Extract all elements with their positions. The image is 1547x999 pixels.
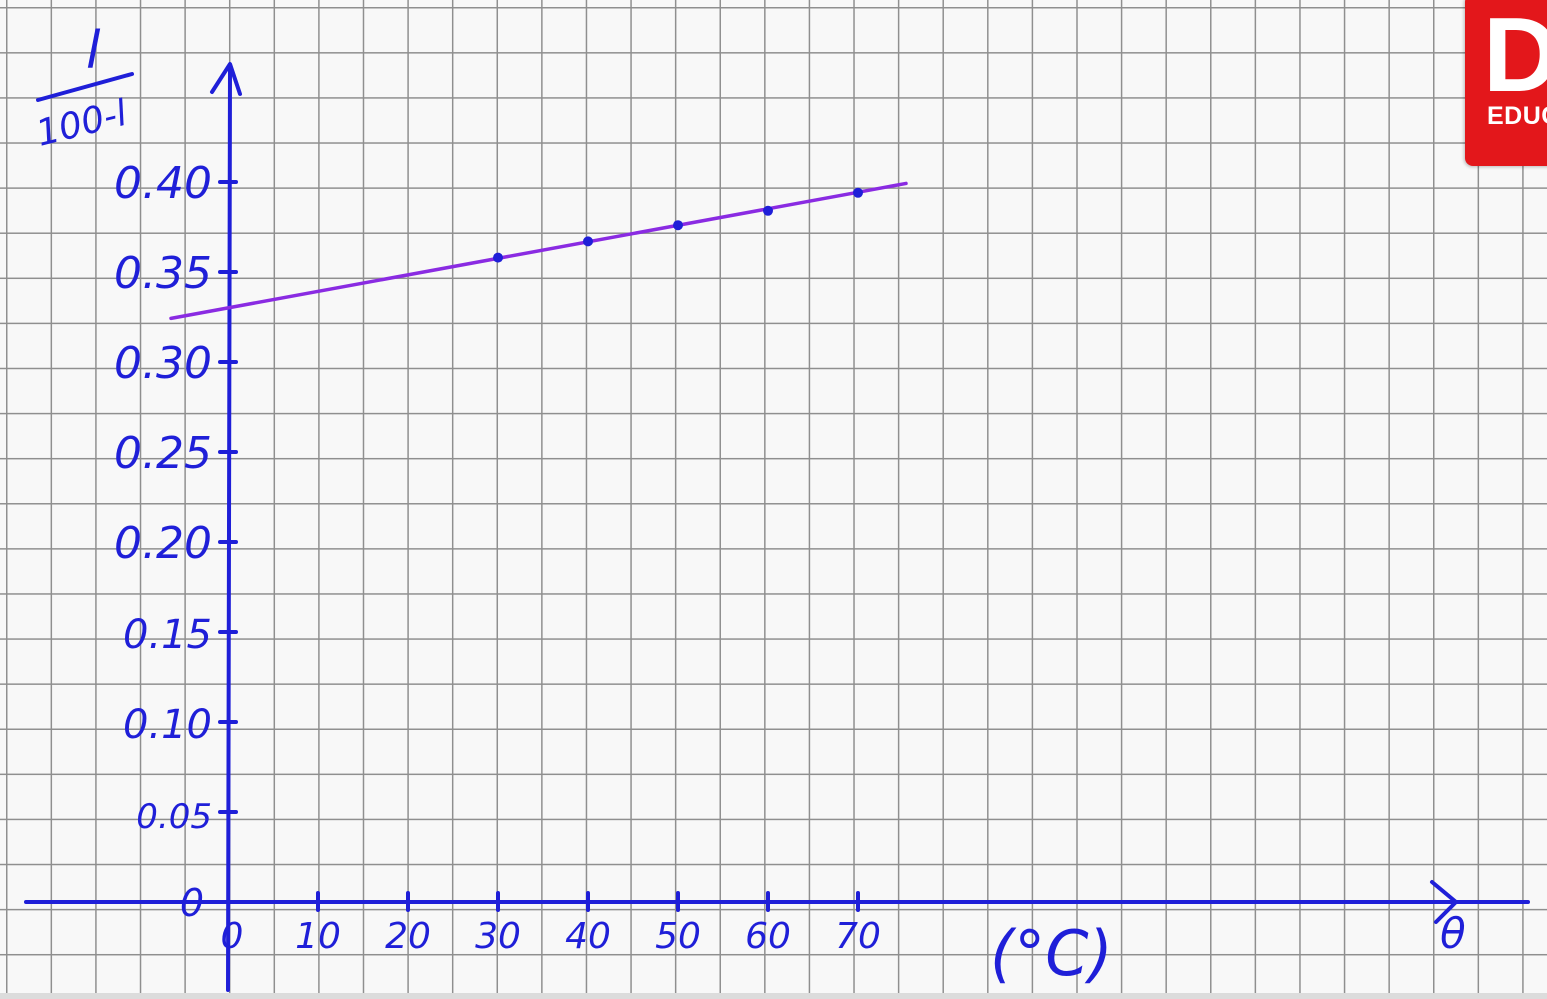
x-tick-label-30: 30 bbox=[475, 916, 521, 957]
x-axis-unit: (°C) bbox=[990, 917, 1113, 990]
y-axis-label-denominator: 100-l bbox=[32, 93, 131, 155]
y-tick-label-0.10: 0.10 bbox=[123, 702, 212, 748]
x-tick-label-50: 50 bbox=[655, 916, 701, 957]
data-points bbox=[493, 187, 863, 263]
logo-letter: D bbox=[1483, 0, 1547, 114]
y-axis-label-fraction-bar bbox=[36, 72, 134, 102]
y-tick-label-0.20: 0.20 bbox=[114, 518, 212, 569]
x-tick-label-10: 10 bbox=[295, 916, 341, 957]
x-axis-arrowhead bbox=[1430, 880, 1458, 924]
y-tick-label-0.05: 0.05 bbox=[136, 797, 212, 837]
axes bbox=[24, 62, 1530, 992]
brand-logo: D EDUC bbox=[1465, 0, 1547, 166]
y-axis-label-numerator: l bbox=[86, 21, 101, 81]
data-point-60 bbox=[763, 205, 773, 216]
data-point-30 bbox=[493, 252, 503, 263]
tick-marks bbox=[218, 180, 860, 912]
y-axis-arrowhead bbox=[210, 62, 242, 96]
logo-text: EDUC bbox=[1487, 102, 1547, 130]
best-fit-line-group bbox=[169, 181, 908, 321]
bottom-edge bbox=[0, 993, 1547, 999]
data-point-70 bbox=[853, 187, 863, 198]
x-tick-label-40: 40 bbox=[565, 916, 611, 957]
x-axis-label: θ bbox=[1440, 909, 1466, 958]
y-tick-label-0.15: 0.15 bbox=[123, 612, 212, 658]
y-tick-label-0: 0 bbox=[180, 881, 204, 925]
x-tick-label-0: 0 bbox=[221, 916, 244, 957]
data-point-50 bbox=[673, 220, 683, 231]
x-tick-label-20: 20 bbox=[385, 916, 431, 957]
y-tick-label-0.35: 0.35 bbox=[114, 248, 212, 299]
y-tick-label-0.25: 0.25 bbox=[114, 428, 212, 479]
x-tick-label-60: 60 bbox=[745, 916, 791, 957]
best-fit-line bbox=[169, 181, 908, 321]
data-point-40 bbox=[583, 236, 593, 247]
x-tick-label-70: 70 bbox=[835, 916, 881, 957]
tick-labels: 0 10 20 30 40 50 60 70 0 0.05 0.10 0.15 0.20 0.25 0.30… bbox=[114, 158, 881, 957]
y-axis-line bbox=[226, 66, 232, 992]
y-tick-label-0.30: 0.30 bbox=[114, 338, 212, 389]
y-tick-label-0.40: 0.40 bbox=[114, 158, 212, 209]
